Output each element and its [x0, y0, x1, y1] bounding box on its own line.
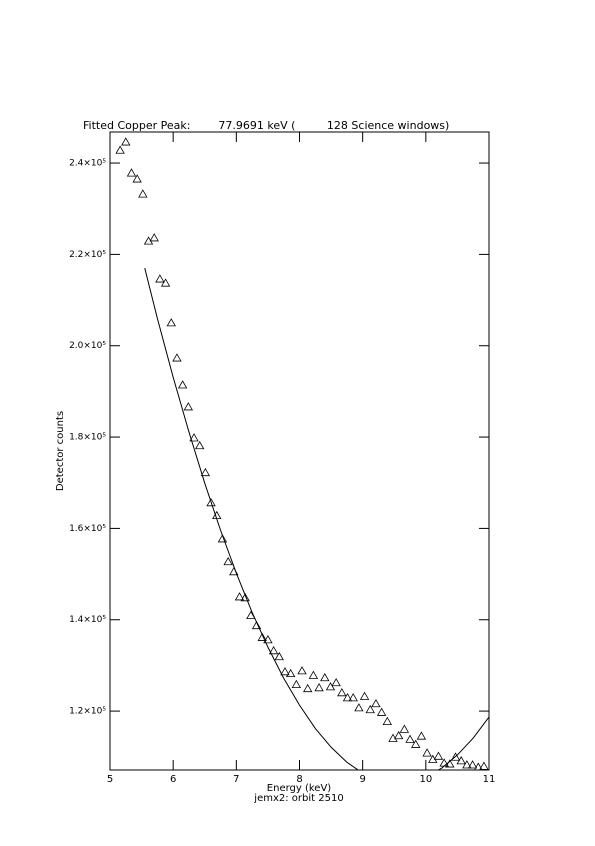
data-point — [308, 670, 319, 679]
data-point — [303, 683, 313, 693]
data-point — [240, 593, 250, 602]
data-point — [365, 704, 375, 714]
data-point — [297, 666, 307, 675]
y-tick-label: 1.8×10⁵ — [69, 433, 106, 443]
data-point — [280, 667, 290, 676]
data-point — [411, 739, 421, 748]
data-point — [234, 592, 245, 601]
x-tick-label: 5 — [107, 774, 113, 785]
data-point — [291, 679, 302, 688]
x-tick-label: 7 — [233, 774, 239, 785]
x-tick-label: 9 — [359, 774, 365, 785]
plot-area — [115, 137, 489, 770]
data-point — [325, 682, 336, 691]
data-point — [354, 703, 364, 712]
x-tick-label: 11 — [483, 774, 496, 785]
data-point — [166, 318, 176, 327]
data-point — [251, 620, 262, 630]
data-point — [473, 762, 483, 770]
data-point — [342, 693, 353, 702]
data-point — [132, 174, 142, 183]
y-tick-label: 1.2×10⁵ — [69, 707, 106, 717]
data-point — [348, 693, 358, 702]
data-point — [115, 145, 125, 154]
x-axis-label: Energy (keV) — [267, 783, 332, 794]
data-point — [467, 760, 478, 769]
data-point — [371, 698, 381, 708]
data-point — [399, 724, 410, 733]
data-point — [405, 734, 415, 743]
chart-title: Fitted Copper Peak: 77.9691 keV ( 128 Sc… — [83, 119, 449, 132]
data-point — [388, 733, 398, 742]
data-point — [376, 707, 387, 716]
data-point — [416, 731, 427, 740]
data-point — [257, 632, 267, 641]
data-point — [479, 761, 489, 770]
data-point — [217, 534, 228, 543]
data-point — [223, 556, 233, 566]
data-point — [320, 672, 330, 682]
x-tick-label: 6 — [170, 774, 176, 785]
data-point — [195, 440, 205, 450]
subtitle: jemx2: orbit 2510 — [253, 793, 343, 804]
y-axis-label: Detector counts — [55, 411, 66, 491]
plot-frame — [109, 131, 490, 771]
data-point — [172, 353, 182, 362]
data-point — [456, 756, 466, 765]
data-point — [138, 189, 148, 198]
data-point — [268, 645, 279, 655]
data-point — [189, 433, 199, 442]
data-point — [274, 651, 284, 661]
data-point — [462, 760, 472, 769]
data-point — [450, 752, 461, 761]
data-point — [382, 716, 392, 725]
data-point — [149, 233, 159, 242]
data-point — [331, 677, 341, 687]
data-point — [183, 402, 194, 411]
data-point — [177, 380, 188, 389]
data-point — [359, 691, 370, 700]
data-point — [433, 751, 444, 760]
data-point — [285, 668, 296, 678]
data-point — [200, 467, 211, 477]
data-point — [263, 635, 273, 644]
data-point — [206, 498, 216, 507]
y-tick-label: 2.0×10⁵ — [69, 341, 106, 351]
x-tick-label: 10 — [419, 774, 432, 785]
y-tick-label: 2.2×10⁵ — [69, 250, 106, 260]
y-tick-label: 1.4×10⁵ — [69, 615, 106, 625]
data-point — [126, 168, 137, 177]
data-point — [314, 682, 324, 692]
data-point — [160, 278, 171, 287]
data-point — [422, 748, 432, 757]
y-tick-label: 2.4×10⁵ — [69, 159, 106, 169]
fit-line — [144, 267, 489, 770]
y-tick-label: 1.6×10⁵ — [69, 524, 106, 534]
data-point — [155, 274, 165, 283]
data-point — [393, 730, 404, 740]
data-point — [337, 688, 347, 697]
data-point — [121, 137, 131, 146]
x-tick-label: 8 — [296, 774, 302, 785]
